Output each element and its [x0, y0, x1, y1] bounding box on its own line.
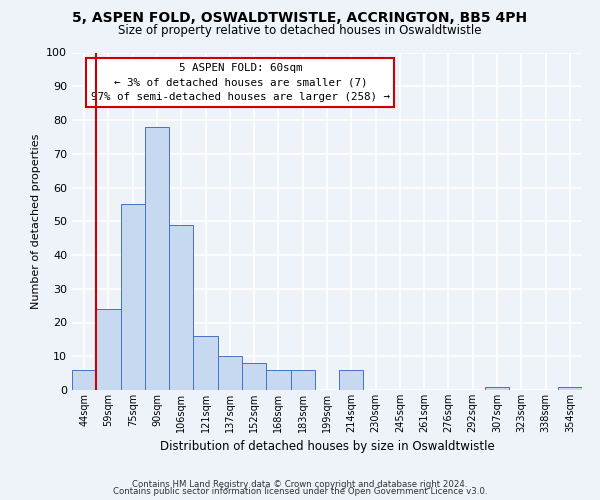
Bar — [242, 363, 266, 390]
Bar — [145, 126, 169, 390]
X-axis label: Distribution of detached houses by size in Oswaldtwistle: Distribution of detached houses by size … — [160, 440, 494, 454]
Bar — [72, 370, 96, 390]
Bar — [558, 386, 582, 390]
Bar — [339, 370, 364, 390]
Text: 5 ASPEN FOLD: 60sqm
← 3% of detached houses are smaller (7)
97% of semi-detached: 5 ASPEN FOLD: 60sqm ← 3% of detached hou… — [91, 62, 390, 102]
Text: 5, ASPEN FOLD, OSWALDTWISTLE, ACCRINGTON, BB5 4PH: 5, ASPEN FOLD, OSWALDTWISTLE, ACCRINGTON… — [73, 11, 527, 25]
Bar — [485, 386, 509, 390]
Text: Size of property relative to detached houses in Oswaldtwistle: Size of property relative to detached ho… — [118, 24, 482, 37]
Bar — [96, 309, 121, 390]
Text: Contains HM Land Registry data © Crown copyright and database right 2024.: Contains HM Land Registry data © Crown c… — [132, 480, 468, 489]
Bar — [169, 224, 193, 390]
Bar — [193, 336, 218, 390]
Bar — [266, 370, 290, 390]
Bar — [121, 204, 145, 390]
Y-axis label: Number of detached properties: Number of detached properties — [31, 134, 41, 309]
Bar — [290, 370, 315, 390]
Bar — [218, 356, 242, 390]
Text: Contains public sector information licensed under the Open Government Licence v3: Contains public sector information licen… — [113, 488, 487, 496]
